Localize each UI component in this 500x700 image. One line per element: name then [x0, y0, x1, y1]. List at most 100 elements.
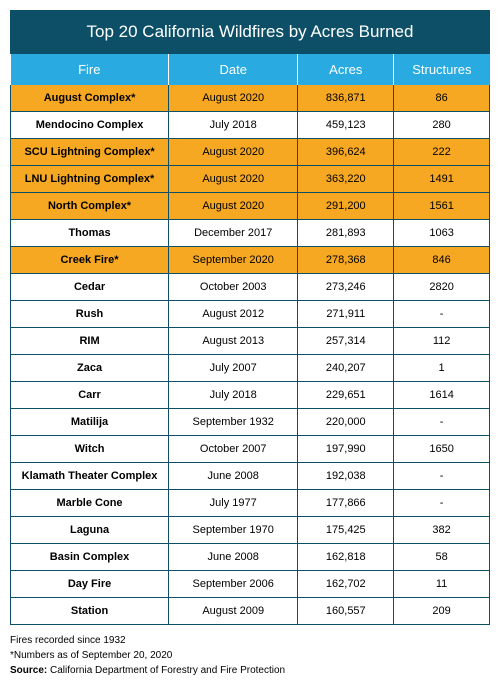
table-row: Mendocino ComplexJuly 2018459,123280: [11, 112, 490, 139]
cell-fire: Station: [11, 598, 169, 625]
table-row: Creek Fire*September 2020278,368846: [11, 247, 490, 274]
cell-date: July 2018: [169, 382, 298, 409]
cell-date: August 2009: [169, 598, 298, 625]
cell-fire: August Complex*: [11, 85, 169, 112]
cell-acres: 162,818: [298, 544, 394, 571]
footnotes: Fires recorded since 1932 *Numbers as of…: [10, 633, 490, 678]
cell-acres: 836,871: [298, 85, 394, 112]
cell-acres: 273,246: [298, 274, 394, 301]
cell-acres: 240,207: [298, 355, 394, 382]
cell-fire: Marble Cone: [11, 490, 169, 517]
cell-date: December 2017: [169, 220, 298, 247]
source-label: Source:: [10, 665, 47, 676]
table-row: North Complex*August 2020291,2001561: [11, 193, 490, 220]
cell-acres: 271,911: [298, 301, 394, 328]
cell-structures: 209: [394, 598, 490, 625]
table-row: Basin ComplexJune 2008162,81858: [11, 544, 490, 571]
cell-fire: Mendocino Complex: [11, 112, 169, 139]
cell-fire: Creek Fire*: [11, 247, 169, 274]
cell-structures: 280: [394, 112, 490, 139]
cell-fire: Rush: [11, 301, 169, 328]
table-row: Day FireSeptember 2006162,70211: [11, 571, 490, 598]
cell-date: August 2020: [169, 85, 298, 112]
cell-acres: 363,220: [298, 166, 394, 193]
cell-fire: Cedar: [11, 274, 169, 301]
table-row: StationAugust 2009160,557209: [11, 598, 490, 625]
table-row: CedarOctober 2003273,2462820: [11, 274, 490, 301]
cell-fire: LNU Lightning Complex*: [11, 166, 169, 193]
cell-acres: 291,200: [298, 193, 394, 220]
wildfire-table: FireDateAcresStructures August Complex*A…: [10, 54, 490, 625]
cell-date: July 2007: [169, 355, 298, 382]
footnote-source: Source: California Department of Forestr…: [10, 663, 490, 678]
cell-structures: 382: [394, 517, 490, 544]
cell-acres: 278,368: [298, 247, 394, 274]
cell-fire: North Complex*: [11, 193, 169, 220]
cell-acres: 220,000: [298, 409, 394, 436]
cell-date: August 2013: [169, 328, 298, 355]
cell-structures: 11: [394, 571, 490, 598]
cell-date: October 2007: [169, 436, 298, 463]
cell-acres: 177,866: [298, 490, 394, 517]
cell-structures: -: [394, 490, 490, 517]
cell-structures: 2820: [394, 274, 490, 301]
cell-date: June 2008: [169, 544, 298, 571]
table-row: ThomasDecember 2017281,8931063: [11, 220, 490, 247]
table-row: CarrJuly 2018229,6511614: [11, 382, 490, 409]
cell-acres: 229,651: [298, 382, 394, 409]
cell-date: October 2003: [169, 274, 298, 301]
cell-date: June 2008: [169, 463, 298, 490]
cell-structures: -: [394, 409, 490, 436]
source-text: California Department of Forestry and Fi…: [47, 665, 285, 676]
cell-acres: 281,893: [298, 220, 394, 247]
cell-structures: 1: [394, 355, 490, 382]
col-structures: Structures: [394, 54, 490, 85]
table-row: WitchOctober 2007197,9901650: [11, 436, 490, 463]
cell-date: August 2020: [169, 166, 298, 193]
col-fire: Fire: [11, 54, 169, 85]
cell-fire: Thomas: [11, 220, 169, 247]
cell-date: September 1932: [169, 409, 298, 436]
table-row: RIMAugust 2013257,314112: [11, 328, 490, 355]
cell-structures: 58: [394, 544, 490, 571]
cell-fire: Day Fire: [11, 571, 169, 598]
table-row: Marble ConeJuly 1977177,866-: [11, 490, 490, 517]
cell-date: August 2012: [169, 301, 298, 328]
cell-structures: 1614: [394, 382, 490, 409]
cell-fire: Klamath Theater Complex: [11, 463, 169, 490]
cell-date: August 2020: [169, 193, 298, 220]
table-body: August Complex*August 2020836,87186Mendo…: [11, 85, 490, 625]
cell-fire: Carr: [11, 382, 169, 409]
table-row: ZacaJuly 2007240,2071: [11, 355, 490, 382]
table-row: LagunaSeptember 1970175,425382: [11, 517, 490, 544]
cell-date: July 1977: [169, 490, 298, 517]
cell-acres: 257,314: [298, 328, 394, 355]
cell-acres: 175,425: [298, 517, 394, 544]
cell-structures: 1491: [394, 166, 490, 193]
cell-fire: Basin Complex: [11, 544, 169, 571]
cell-date: September 2006: [169, 571, 298, 598]
table-row: LNU Lightning Complex*August 2020363,220…: [11, 166, 490, 193]
table-row: August Complex*August 2020836,87186: [11, 85, 490, 112]
cell-fire: Matilija: [11, 409, 169, 436]
cell-acres: 192,038: [298, 463, 394, 490]
col-acres: Acres: [298, 54, 394, 85]
footnote-1: Fires recorded since 1932: [10, 633, 490, 648]
table-row: RushAugust 2012271,911-: [11, 301, 490, 328]
cell-date: August 2020: [169, 139, 298, 166]
col-date: Date: [169, 54, 298, 85]
cell-fire: RIM: [11, 328, 169, 355]
cell-fire: Witch: [11, 436, 169, 463]
footnote-2: *Numbers as of September 20, 2020: [10, 648, 490, 663]
cell-structures: 1561: [394, 193, 490, 220]
table-title: Top 20 California Wildfires by Acres Bur…: [10, 10, 490, 54]
cell-date: September 1970: [169, 517, 298, 544]
cell-structures: 846: [394, 247, 490, 274]
cell-structures: 112: [394, 328, 490, 355]
cell-acres: 160,557: [298, 598, 394, 625]
cell-structures: 222: [394, 139, 490, 166]
cell-structures: 1650: [394, 436, 490, 463]
cell-structures: -: [394, 301, 490, 328]
cell-acres: 197,990: [298, 436, 394, 463]
cell-acres: 459,123: [298, 112, 394, 139]
